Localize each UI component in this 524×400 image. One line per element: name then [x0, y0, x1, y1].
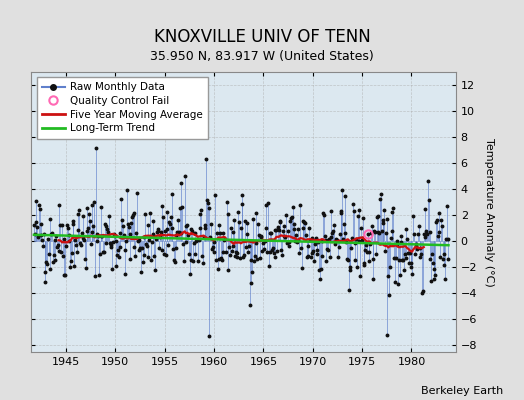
Text: KNOXVILLE UNIV OF TENN: KNOXVILLE UNIV OF TENN — [154, 28, 370, 46]
Legend: Raw Monthly Data, Quality Control Fail, Five Year Moving Average, Long-Term Tren: Raw Monthly Data, Quality Control Fail, … — [37, 77, 208, 138]
Text: Berkeley Earth: Berkeley Earth — [421, 386, 503, 396]
Text: 35.950 N, 83.917 W (United States): 35.950 N, 83.917 W (United States) — [150, 50, 374, 63]
Y-axis label: Temperature Anomaly (°C): Temperature Anomaly (°C) — [484, 138, 494, 286]
